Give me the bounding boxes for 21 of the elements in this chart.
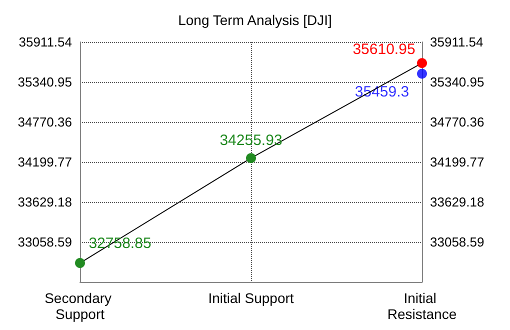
y-tick-label: 33058.59: [18, 234, 72, 250]
chart-title: Long Term Analysis [DJI]: [178, 12, 332, 28]
y-tick-label: 34770.36: [18, 114, 72, 130]
y-tick-label: 34199.77: [18, 154, 72, 170]
point: [75, 258, 85, 268]
data-label: 34255.93: [220, 132, 282, 150]
point: [246, 153, 256, 164]
x-tick-label: Initial Resistance: [387, 290, 457, 322]
y2-tick-label: 33629.18: [430, 194, 484, 210]
y2-tick-label: 34770.36: [430, 114, 484, 130]
y-tick-label: 35340.95: [18, 74, 72, 90]
y2-tick-label: 35911.54: [430, 34, 484, 50]
y2-tick-label: 33058.59: [430, 234, 484, 250]
y-tick-label: 33629.18: [18, 194, 72, 210]
data-label: 35610.95: [352, 41, 416, 58]
point: [417, 58, 427, 68]
x-tick-label: Initial Support: [208, 290, 294, 306]
y2-tick-label: 35340.95: [430, 74, 484, 90]
y2-tick-label: 34199.77: [430, 154, 484, 170]
y-tick-label: 35911.54: [18, 34, 72, 50]
x-tick-label: Secondary Support: [44, 290, 116, 322]
